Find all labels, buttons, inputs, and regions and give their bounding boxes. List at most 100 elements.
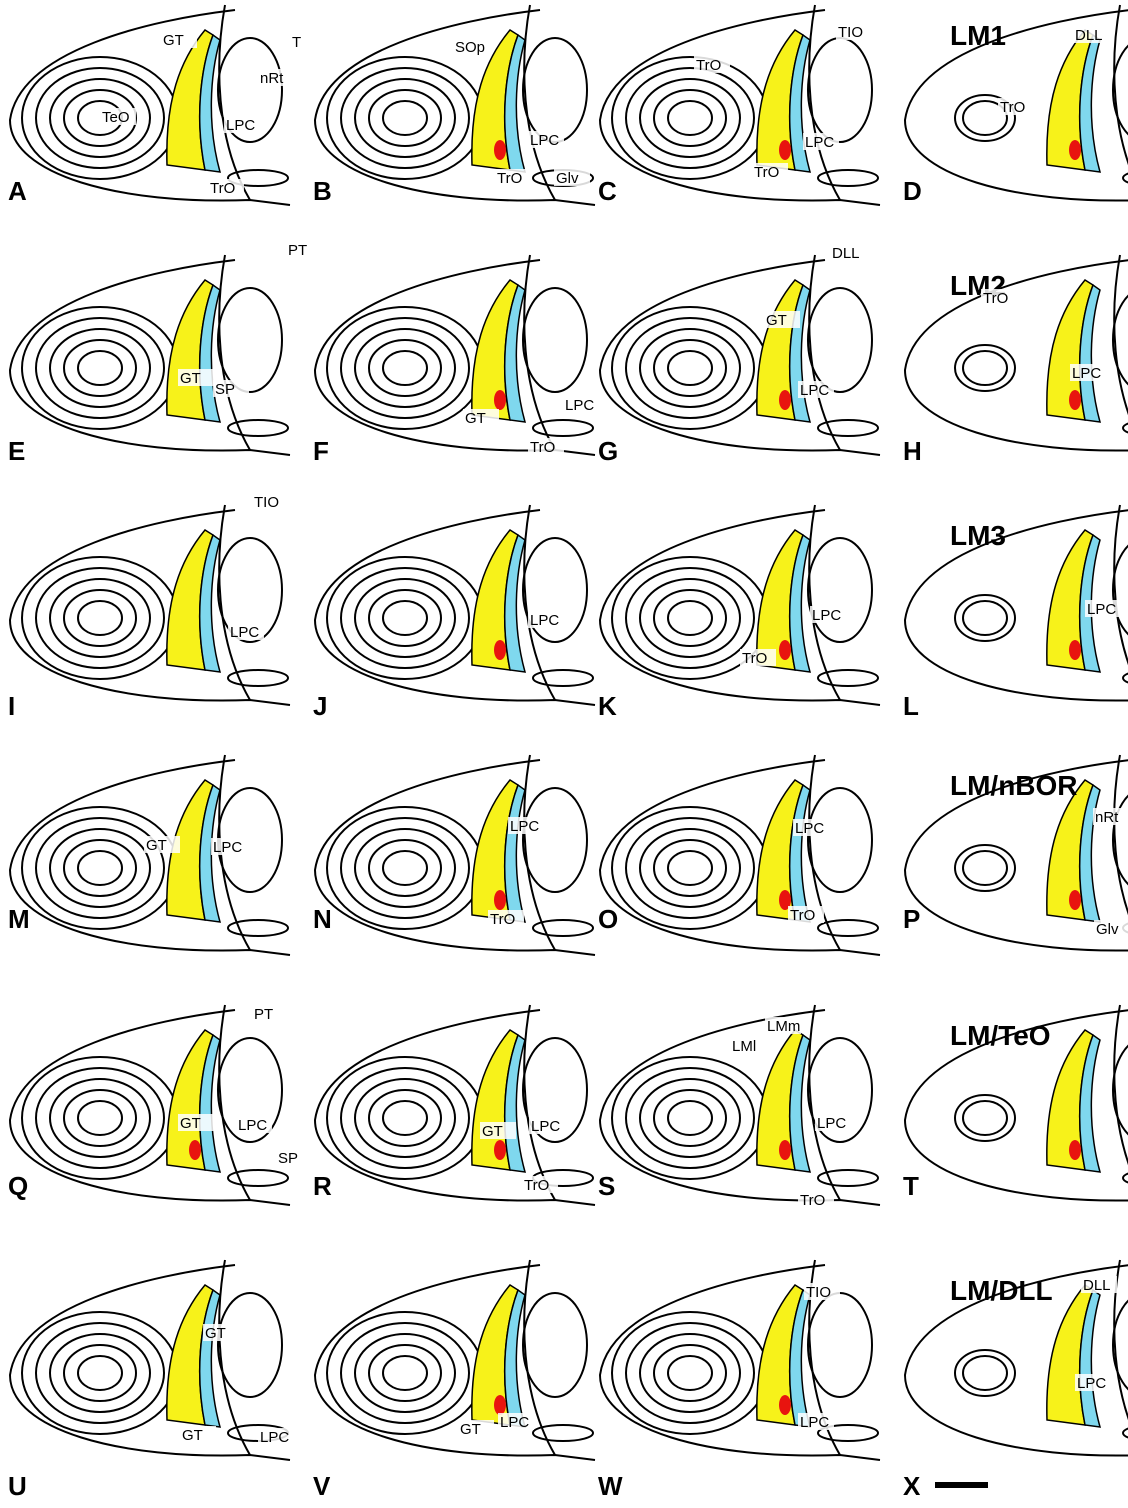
labeled-spot (494, 140, 506, 160)
glv-outline (532, 669, 594, 687)
structure-label: LPC (1072, 365, 1101, 382)
section-outline (8, 509, 291, 706)
labeled-spot (494, 1140, 506, 1160)
section-drawing (903, 1004, 1128, 1202)
tectum-layer (35, 817, 165, 919)
label-background (740, 649, 776, 666)
glv-outline (1122, 672, 1128, 684)
structure-label: LPC (1077, 1375, 1106, 1392)
labeled-spot (779, 140, 791, 160)
structure-label: PT (288, 242, 307, 259)
boundary-line (523, 754, 556, 951)
panel-letter: S (598, 1171, 615, 1201)
tectum-layer (382, 600, 428, 636)
label-background (815, 1114, 851, 1131)
panel-letter: L (903, 691, 919, 721)
tectum-layer (49, 78, 151, 158)
label-background (508, 817, 544, 834)
panel-letter: D (903, 176, 922, 206)
label-background (258, 69, 294, 86)
lpc-strip (198, 783, 222, 923)
structure-label: nRt (260, 70, 284, 87)
lpc-strip (198, 33, 222, 173)
label-background (498, 1413, 534, 1430)
structure-label: TrO (490, 911, 515, 928)
panel-letter: F (313, 436, 329, 466)
structure-label: GT (146, 837, 167, 854)
tectum-layer (35, 67, 165, 169)
structure-label: LPC (812, 607, 841, 624)
boundary-line (1113, 4, 1128, 165)
label-background (730, 1037, 766, 1054)
nucleus-outline (522, 537, 588, 643)
boundary-line (218, 4, 251, 201)
label-background (252, 493, 288, 510)
tectum-layer (340, 1322, 470, 1424)
tectum-layer (49, 1078, 151, 1158)
glv-outline (1122, 1427, 1128, 1439)
label-background (1094, 920, 1128, 937)
panel-letter: U (8, 1471, 27, 1501)
section-outline (903, 259, 1128, 452)
tectum-layer (962, 850, 1008, 886)
structure-label: T (292, 34, 301, 51)
tectum-layer (962, 1355, 1008, 1391)
structure-label: TrO (524, 1177, 549, 1194)
nucleus-outline (217, 537, 283, 643)
boundary-line (808, 1004, 841, 1201)
structure-label: LPC (510, 818, 539, 835)
lpc-strip (198, 1033, 222, 1173)
label-background (1081, 1276, 1117, 1293)
glv-outline (532, 919, 594, 937)
tectum-layer (354, 1333, 456, 1413)
lpc-strip (1078, 1033, 1102, 1173)
label-background (1070, 364, 1106, 381)
structure-label: nRt (1095, 809, 1119, 826)
boundary-line (523, 1259, 556, 1456)
tectum-layer (63, 839, 137, 897)
label-background (798, 1413, 834, 1430)
structure-label: TrO (696, 57, 721, 74)
boundary-line (523, 254, 556, 451)
glv-outline (817, 1424, 879, 1442)
nucleus-outline (807, 787, 873, 893)
section-outline (8, 759, 291, 956)
tectum-layer (653, 839, 727, 897)
structure-label: GT (182, 1427, 203, 1444)
lpc-strip (1078, 283, 1102, 423)
label-background (694, 56, 730, 73)
structure-label: TrO (1000, 99, 1025, 116)
tectum-layer (63, 1089, 137, 1147)
glv-outline (227, 1169, 289, 1187)
tectum-layer (368, 1089, 442, 1147)
structure-label: LPC (817, 1115, 846, 1132)
lpc-strip (503, 283, 527, 423)
panel-letter: C (598, 176, 617, 206)
section-outline (903, 759, 1128, 952)
panel-letter: T (903, 1171, 919, 1201)
structure-label: TrO (742, 650, 767, 667)
structure-label: Glv (556, 170, 579, 187)
section-drawing (313, 504, 596, 706)
tectum-layer (63, 1344, 137, 1402)
tectum-layer (382, 100, 428, 136)
label-background (810, 606, 846, 623)
panel-letter: V (313, 1471, 331, 1501)
nucleus-outline (217, 1037, 283, 1143)
label-background (286, 241, 322, 258)
nucleus-outline (807, 287, 873, 393)
glv-outline (817, 669, 879, 687)
boundary-line (808, 4, 841, 201)
tectum-layer (368, 589, 442, 647)
glv-outline (532, 1424, 594, 1442)
panel-letter: B (313, 176, 332, 206)
label-background (276, 1149, 312, 1166)
panel-letter: A (8, 176, 27, 206)
structure-label: TrO (800, 1192, 825, 1209)
label-background (528, 438, 564, 455)
tectum-layer (625, 817, 755, 919)
label-background (161, 31, 197, 48)
label-background (488, 910, 524, 927)
nucleus-outline (807, 1037, 873, 1143)
